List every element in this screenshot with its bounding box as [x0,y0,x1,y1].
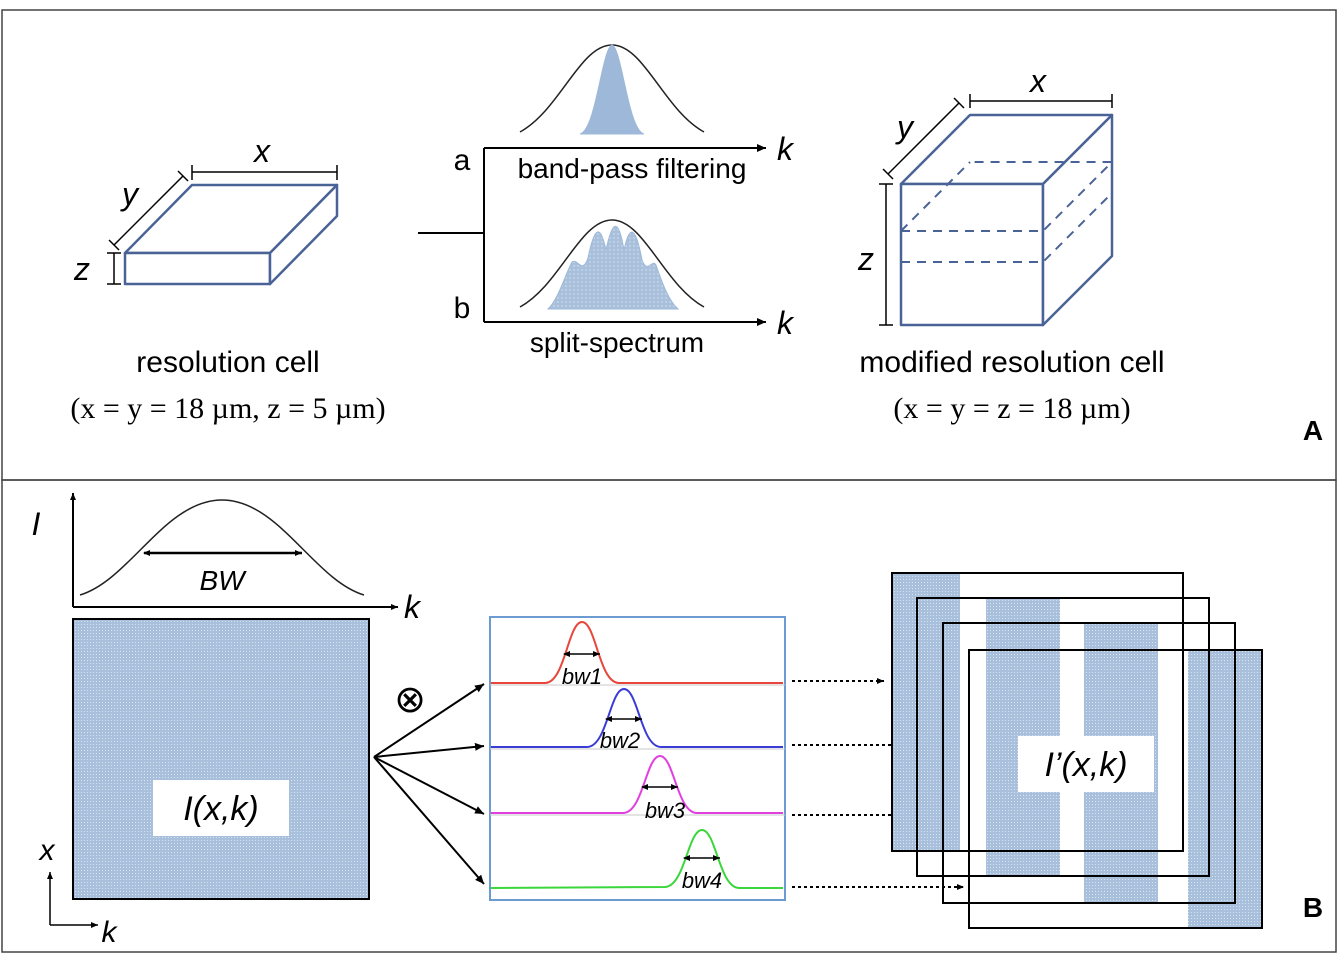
output-frame-4 [968,649,1263,929]
filter-curve-1 [491,620,783,684]
branch-b-label: b [454,292,471,325]
split-spectrum-fill [546,225,680,310]
input-image-label-box [153,780,289,836]
filter-bank-box [489,616,786,901]
filter-label-2: bw2 [600,728,640,753]
band-pass-caption: band-pass filtering [518,153,747,184]
modified-cell-title: modified resolution cell [859,346,1164,379]
resolution-cell-box [123,183,339,286]
coord-x-label: x [38,834,56,867]
output-frame-2 [916,597,1210,877]
panel-b-frame [1,479,1337,953]
output-band-4 [1188,650,1262,928]
fan-out-arrows [373,683,485,885]
input-image [72,618,370,900]
spectrum-k-label: k [404,589,422,625]
narrow-band-fill [579,44,645,135]
modified-y-dimension [887,102,960,175]
convolution-operator: ⊗ [394,679,426,721]
resolution-cell-dims: (x = y = 18 µm, z = 5 µm) [70,392,385,425]
filter-curve-3 [491,754,783,814]
output-image-label-box [1018,736,1154,792]
cell-x-label: x [252,133,271,169]
spectrum-I-label: I [32,506,41,542]
spectrum-curve [79,499,365,596]
coord-k-label: k [102,916,119,949]
cell-y-label: y [120,176,140,212]
output-image-label: I’(x,k) [1044,746,1127,784]
bandwidth-label: BW [199,565,247,596]
panel-a-label: A [1303,415,1323,446]
filter-label-3: bw3 [645,798,686,823]
modified-y-label: y [895,109,915,145]
modified-cell-box [899,113,1114,327]
modified-x-label: x [1028,63,1047,99]
modified-z-label: z [857,241,874,277]
axis-b-k-label: k [777,305,795,341]
axis-a-k-label: k [777,131,795,167]
filter-label-1: bw1 [562,664,602,689]
slice-dashed-lines [900,161,1115,263]
output-frame-3 [942,622,1236,904]
modified-cell-dims: (x = y = z = 18 µm) [893,392,1130,425]
filter-curve-2 [491,687,783,748]
split-spectrum-caption: split-spectrum [530,327,704,358]
output-band-1 [892,573,960,851]
cell-y-dimension [113,175,184,246]
input-image-label: I(x,k) [183,790,259,828]
panel-b-label: B [1303,892,1323,923]
resolution-cell-title: resolution cell [136,346,319,379]
output-frame-1 [891,572,1184,852]
filter-curve-4 [490,828,783,889]
output-stack [891,572,1263,929]
branch-a-label: a [454,144,471,177]
output-arrows [792,678,964,890]
cell-z-label: z [73,251,90,287]
filter-label-4: bw4 [682,868,722,893]
envelope-b-curve [519,219,705,308]
